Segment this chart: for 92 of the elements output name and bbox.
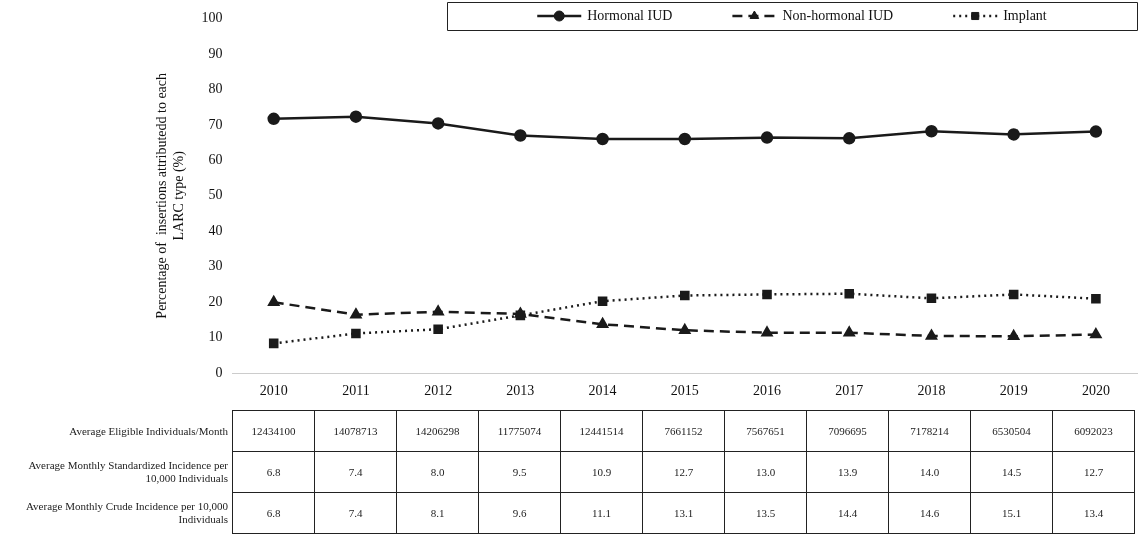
text: 13.4: [1052, 492, 1135, 534]
text: 13.0: [724, 451, 807, 493]
y-tick-label: 30: [208, 258, 223, 274]
text: 15.1: [970, 492, 1053, 534]
text: 7178214: [888, 410, 971, 452]
text: 8.1: [396, 492, 479, 534]
x-tick-label: 2015: [670, 383, 699, 399]
text: Average Eligible Individuals/Month: [68, 423, 229, 439]
text: 7096695: [806, 410, 889, 452]
text: 14078713: [314, 410, 397, 452]
text: 7.4: [314, 451, 397, 493]
text: 6.8: [232, 492, 315, 534]
point: [433, 324, 443, 334]
text: 14.0: [888, 451, 971, 493]
point: [842, 132, 856, 145]
x-tick-label: 2016: [753, 383, 782, 399]
x-tick-label: 2014: [588, 383, 617, 399]
y-axis-title: Percentage of insertions attributedd to each LARC type (%): [154, 72, 187, 319]
y-tick-label: 40: [208, 222, 223, 238]
text: 9.6: [478, 492, 561, 534]
point: [1090, 328, 1102, 339]
text: 14.6: [888, 492, 971, 534]
x-tick-label: 2019: [999, 383, 1028, 399]
point: [1008, 289, 1019, 300]
y-tick-label: 60: [208, 151, 223, 167]
text: 14.5: [970, 451, 1053, 493]
legend-label: Hormonal IUD: [587, 7, 673, 23]
x-tick-label: 2018: [917, 383, 946, 399]
y-tick-label: 90: [208, 45, 223, 61]
point: [1091, 293, 1101, 304]
y-tick-label: 70: [208, 116, 223, 132]
x-tick-label: 2013: [506, 383, 535, 399]
y-tick-label: 100: [201, 10, 223, 26]
point: [431, 117, 445, 130]
text: 13.5: [724, 492, 807, 534]
text: 10.9: [560, 451, 643, 493]
text: 12434100: [232, 410, 315, 452]
legend-label: Non-hormonal IUD: [782, 7, 894, 23]
text: 7.4: [314, 492, 397, 534]
text: 7567651: [724, 410, 807, 452]
point: [267, 112, 280, 126]
point: [925, 329, 938, 340]
text: 12.7: [642, 451, 725, 493]
point: [349, 110, 363, 123]
text: 12.7: [1052, 451, 1135, 493]
point: [925, 124, 938, 138]
text: Average Monthly Standardized Incidence per 10,000 Individuals: [27, 458, 229, 486]
point: [351, 328, 361, 339]
text: 9.5: [478, 451, 561, 493]
text: 12441514: [560, 410, 643, 452]
text: 11.1: [560, 492, 643, 534]
point: [597, 317, 609, 328]
text: 8.0: [396, 451, 479, 493]
point: [1089, 125, 1103, 138]
y-tick-label: 0: [215, 364, 223, 380]
text: 14.4: [806, 492, 889, 534]
x-tick-label: 2011: [342, 383, 370, 399]
point: [596, 132, 609, 146]
x-tick-label: 2012: [424, 383, 453, 399]
text: 6530504: [970, 410, 1053, 452]
point: [926, 293, 937, 304]
point: [268, 338, 279, 349]
point: [678, 132, 692, 146]
point: [1007, 128, 1020, 141]
text: 13.9: [806, 451, 889, 493]
y-tick-label: 10: [208, 329, 223, 345]
text: 7661152: [642, 410, 725, 452]
point: [514, 129, 527, 142]
y-tick-label: 80: [208, 81, 223, 97]
x-tick-label: 2017: [835, 383, 864, 399]
text: 13.1: [642, 492, 725, 534]
legend-label: Implant: [1003, 7, 1047, 23]
y-tick-label: 20: [208, 293, 223, 309]
point: [350, 308, 362, 319]
x-tick-label: 2020: [1081, 383, 1110, 399]
text: 14206298: [396, 410, 479, 452]
point: [680, 290, 690, 301]
point: [761, 326, 773, 337]
text: 6092023: [1052, 410, 1135, 452]
text: 11775074: [478, 410, 561, 452]
text: 6.8: [232, 451, 315, 493]
y-tick-label: 50: [208, 187, 223, 203]
point: [844, 288, 855, 299]
point: [843, 326, 855, 337]
text: Average Monthly Crude Incidence per 10,000 Individuals: [25, 499, 229, 527]
point: [432, 305, 444, 316]
x-tick-label: 2010: [259, 383, 288, 399]
point: [597, 296, 608, 306]
point: [760, 131, 774, 144]
point: [515, 310, 526, 321]
point: [268, 295, 280, 306]
point: [762, 289, 772, 300]
